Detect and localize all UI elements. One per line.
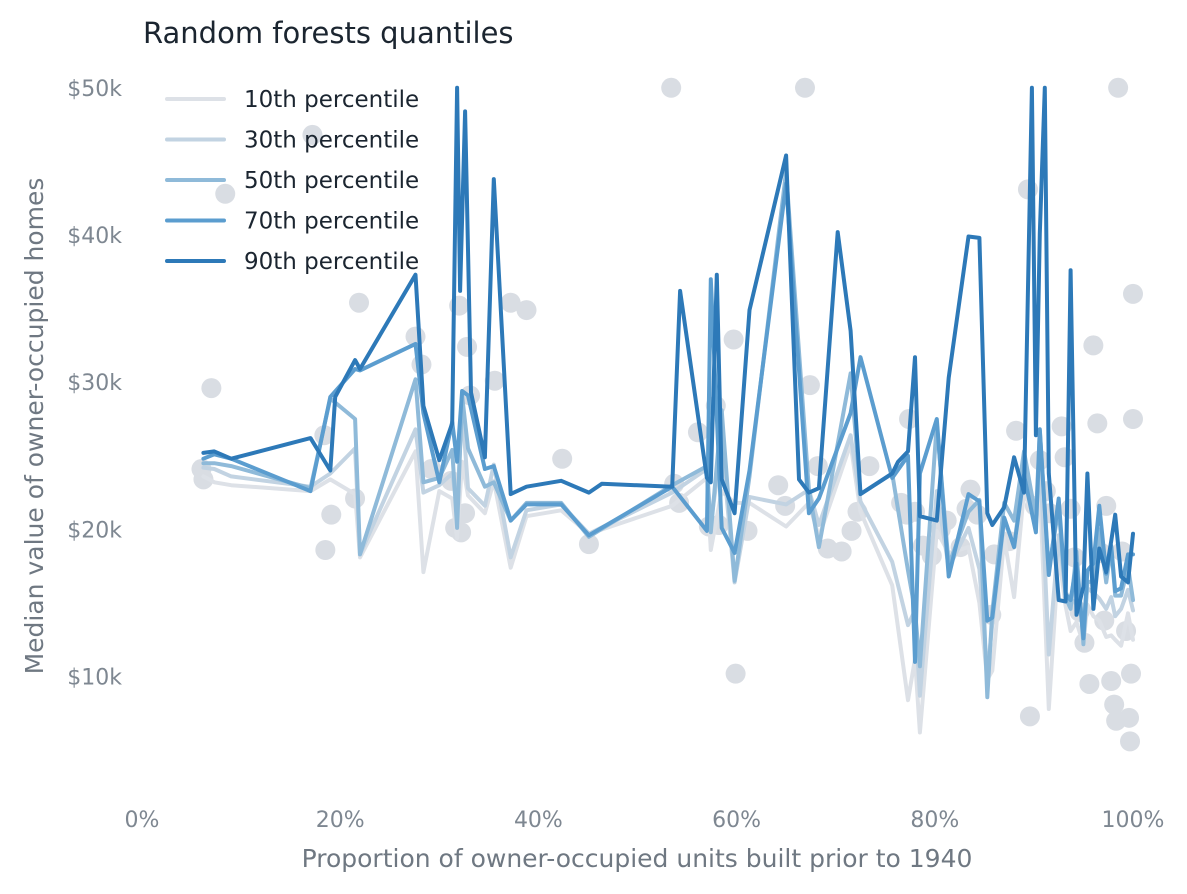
data-point — [661, 77, 682, 98]
data-point — [516, 300, 537, 321]
legend-label: 70th percentile — [244, 209, 419, 235]
data-point — [193, 469, 214, 490]
data-point — [799, 375, 820, 396]
data-point — [859, 456, 880, 477]
data-point — [1108, 77, 1129, 98]
data-point — [349, 292, 370, 313]
data-point — [768, 475, 789, 496]
data-point — [1104, 694, 1125, 715]
data-point — [794, 77, 815, 98]
x-tick-label: 20% — [316, 808, 365, 833]
legend-label: 90th percentile — [244, 249, 419, 275]
data-point — [725, 663, 746, 684]
y-tick-label: $10k — [67, 666, 122, 691]
data-point — [1120, 731, 1141, 752]
data-point — [457, 336, 478, 357]
data-point — [500, 292, 521, 313]
x-axis-label: Proportion of owner-occupied units built… — [302, 844, 973, 873]
data-point — [960, 479, 981, 500]
x-tick-label: 0% — [125, 808, 160, 833]
data-point — [578, 534, 599, 555]
data-point — [807, 456, 828, 477]
data-point — [201, 378, 222, 399]
x-tick-label: 80% — [910, 808, 959, 833]
legend-label: 10th percentile — [244, 87, 419, 113]
data-point — [831, 541, 852, 562]
y-tick-label: $50k — [67, 77, 122, 102]
data-point — [321, 504, 342, 525]
x-tick-label: 100% — [1102, 808, 1165, 833]
x-tick-label: 40% — [514, 808, 563, 833]
data-point — [1087, 413, 1108, 434]
data-point — [302, 124, 323, 145]
data-point — [1079, 673, 1100, 694]
data-point — [1123, 409, 1143, 429]
series-line — [201, 442, 1135, 735]
data-point — [1006, 420, 1027, 441]
y-tick-label: $20k — [67, 518, 122, 543]
legend: 10th percentile 30th percentile 50th perce… — [165, 87, 419, 275]
data-point — [723, 329, 744, 350]
legend-label: 30th percentile — [244, 128, 419, 154]
data-point — [552, 448, 573, 469]
data-point — [1119, 707, 1140, 728]
data-point — [484, 370, 505, 391]
y-axis-label: Median value of owner-occupied homes — [20, 178, 49, 675]
chart-title: Random forests quantiles — [143, 16, 514, 50]
legend-label: 50th percentile — [244, 168, 419, 194]
data-point — [1101, 671, 1122, 692]
data-point — [841, 520, 862, 541]
y-axis-ticks: $10k $20k $30k $40k $50k — [67, 77, 122, 691]
data-point — [215, 183, 236, 204]
data-point — [1083, 335, 1104, 356]
x-tick-label: 60% — [712, 808, 761, 833]
series-lines — [201, 85, 1135, 735]
data-point — [1019, 706, 1040, 727]
data-point — [1121, 663, 1142, 684]
series-line — [201, 85, 1135, 617]
y-tick-label: $40k — [67, 224, 122, 249]
y-tick-label: $30k — [67, 371, 122, 396]
data-point — [1054, 447, 1075, 468]
data-point — [315, 540, 336, 561]
data-point — [1123, 283, 1143, 304]
x-axis-ticks: 0% 20% 40% 60% 80% 100% — [125, 808, 1165, 833]
data-point — [1060, 498, 1081, 519]
